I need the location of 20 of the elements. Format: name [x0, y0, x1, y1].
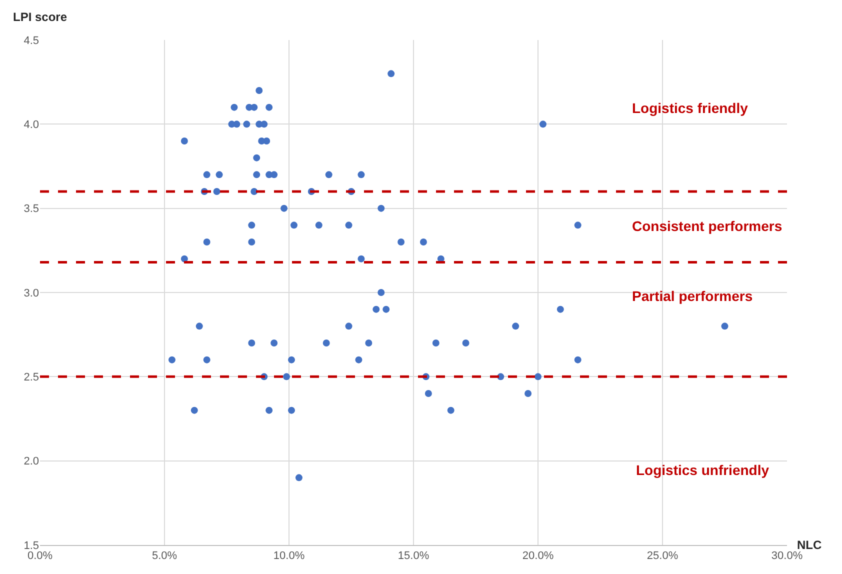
y-axis-title: LPI score [13, 10, 68, 24]
x-tick-label: 30.0% [771, 550, 803, 562]
y-tick-label: 4.0 [24, 119, 39, 132]
x-tick-label: 10.0% [273, 550, 305, 562]
x-tick-label: 0.0% [27, 550, 53, 562]
annotation: Logistics unfriendly [636, 462, 770, 478]
y-tick-label: 4.5 [24, 34, 39, 47]
x-tick-label: 20.0% [522, 550, 554, 562]
x-axis-title: NLC [797, 538, 822, 552]
y-tick-label: 2.5 [24, 372, 39, 384]
x-tick-label: 25.0% [646, 550, 678, 562]
x-tick-label: 15.0% [398, 550, 430, 562]
annotation: Logistics friendly [632, 100, 748, 116]
annotation: Partial performers [632, 288, 753, 304]
annotation: Consistent performers [632, 218, 782, 234]
y-tick-label: 2.0 [24, 456, 39, 468]
y-tick-label: 3.5 [24, 203, 39, 216]
y-tick-label: 3.0 [24, 287, 39, 300]
x-tick-label: 5.0% [152, 550, 178, 562]
y-tick-label: 1.5 [24, 540, 39, 552]
